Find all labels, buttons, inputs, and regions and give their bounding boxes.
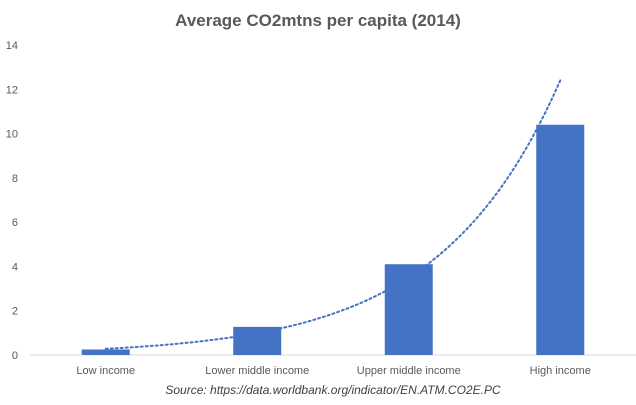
- y-tick-label: 12: [6, 84, 18, 96]
- y-tick-label: 6: [12, 217, 18, 229]
- chart-title: Average CO2mtns per capita (2014): [175, 11, 461, 30]
- trendline: [104, 79, 562, 350]
- y-tick-label: 0: [12, 350, 18, 362]
- y-tick-label: 2: [12, 306, 18, 318]
- bar: [384, 264, 433, 355]
- x-tick-label: Lower middle income: [205, 365, 309, 377]
- source-note: Source: https://data.worldbank.org/indic…: [165, 383, 501, 397]
- x-axis-categories: Low income Lower middle income Upper middl…: [76, 365, 590, 377]
- x-tick-label: High income: [530, 365, 591, 377]
- bar: [81, 349, 130, 355]
- bar: [233, 326, 282, 355]
- bar-series: [81, 124, 585, 355]
- x-tick-label: Upper middle income: [357, 365, 461, 377]
- bar: [536, 124, 585, 355]
- x-tick-label: Low income: [76, 365, 135, 377]
- y-axis-ticks: 0 2 4 6 8 10 12 14: [6, 40, 18, 362]
- y-tick-label: 10: [6, 129, 18, 141]
- y-tick-label: 14: [6, 40, 18, 52]
- y-tick-label: 4: [12, 261, 18, 273]
- y-tick-label: 8: [12, 173, 18, 185]
